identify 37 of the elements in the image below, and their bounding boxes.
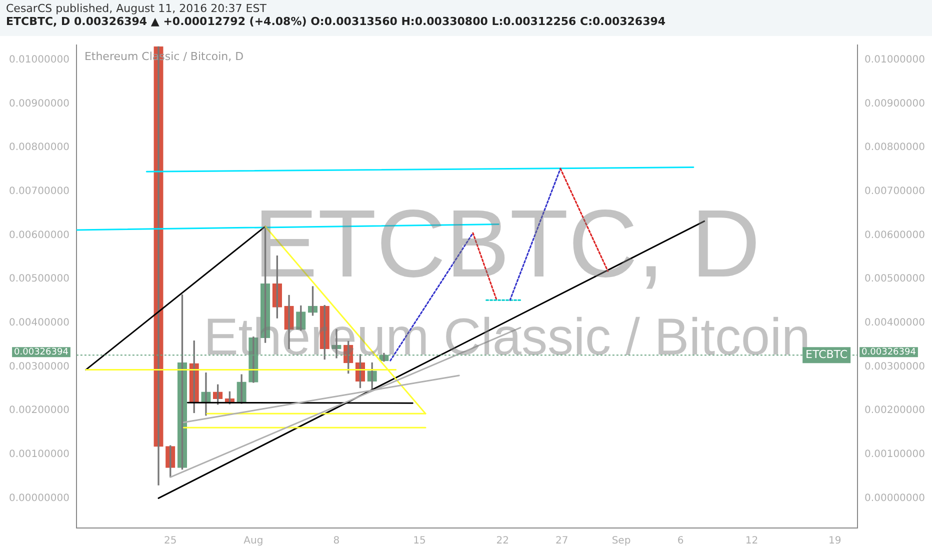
ref-line-label: ETCBTC (806, 348, 848, 361)
x-tick-label: 27 (556, 536, 568, 547)
y2-tick-label: 0.00800000 (864, 142, 926, 154)
x-tick-label: Sep (612, 536, 631, 547)
x-tick-label: Aug (244, 536, 264, 547)
chart-subtitle: ETCBTC, D 0.00326394 ▲ +0.00012792 (+4.08%) O:0.00313560 H:0.00330800 L:0.00312256 C:0.00326394 (6, 15, 667, 28)
x-tick-label: 19 (828, 536, 842, 547)
y-tick-label: 0.00100000 (8, 448, 70, 460)
y-tick-label: 0.00700000 (8, 186, 70, 197)
y-tick-label: 0.00600000 (8, 230, 70, 241)
y-tick-label: 0.00000000 (8, 492, 70, 504)
y-tick-label: 0.00400000 (8, 317, 70, 328)
y2-tick-label: 0.00100000 (864, 448, 926, 460)
x-tick-label: 12 (745, 536, 758, 547)
chart-title: CesarCS published, August 11, 2016 20:37 EST (6, 2, 268, 15)
y-tick-label: 0.00900000 (8, 98, 70, 110)
x-tick-label: 22 (496, 536, 509, 547)
y2-tick-label: 0.00000000 (864, 492, 926, 504)
y-tick-label: 0.00500000 (8, 274, 70, 285)
x-tick-label: 8 (333, 536, 340, 547)
y2-tick-label: 0.00200000 (864, 405, 926, 416)
y2-tick-label: 0.00900000 (864, 98, 926, 110)
y-tick-label: 0.00300000 (8, 361, 70, 372)
x-tick-label: 15 (413, 536, 426, 547)
y-tick-label: 0.01000000 (8, 54, 70, 66)
y2-tick-label: 0.01000000 (864, 54, 926, 66)
y2-tick-label: 0.00600000 (864, 230, 926, 241)
y-tick-label: 0.00200000 (8, 405, 70, 416)
text: 0.00326394 (862, 347, 916, 358)
y-tick-label: 0.00800000 (8, 142, 70, 154)
x-tick-label: 25 (164, 536, 177, 547)
x-tick-label: 6 (677, 536, 684, 547)
text: 0.00326394 (14, 347, 69, 358)
y2-tick-label: 0.00500000 (864, 274, 926, 285)
y2-tick-label: 0.00300000 (864, 361, 926, 372)
y2-tick-label: 0.00700000 (864, 186, 926, 197)
y2-tick-label: 0.00400000 (864, 317, 926, 328)
